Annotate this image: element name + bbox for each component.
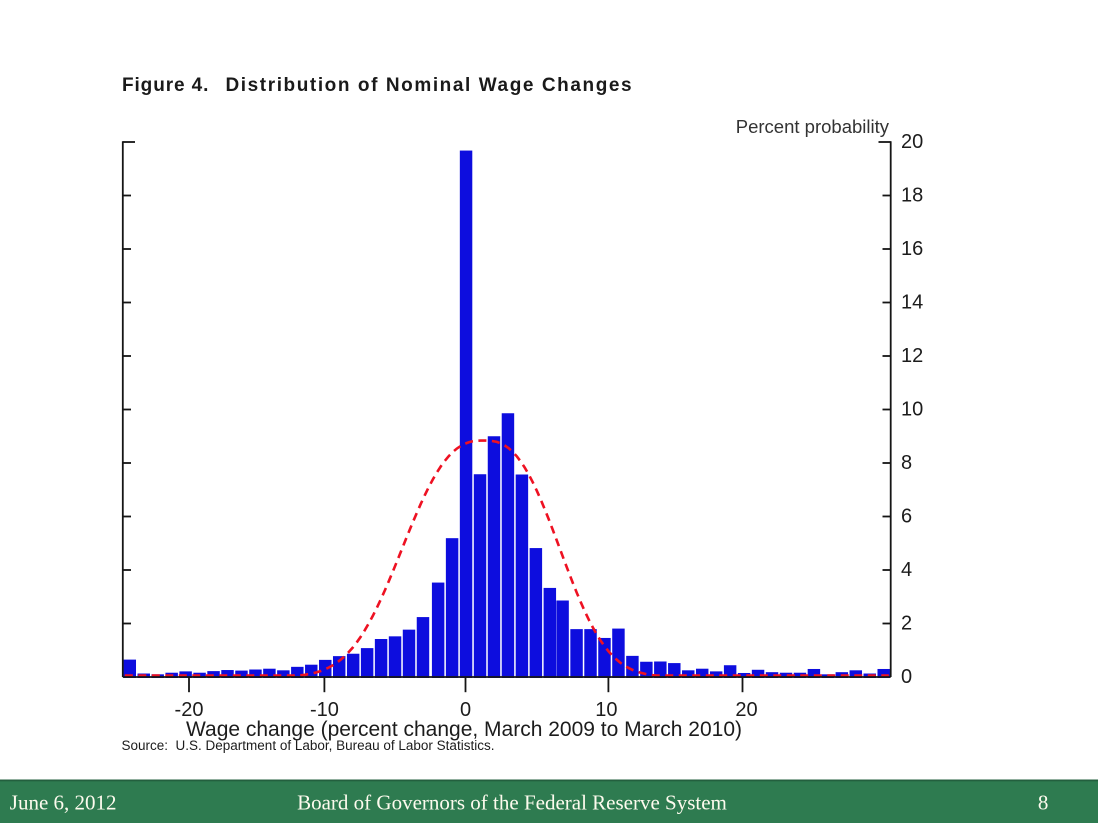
svg-text:18: 18	[901, 185, 923, 207]
svg-text:12: 12	[901, 345, 923, 367]
svg-text:Percent probability: Percent probability	[736, 116, 890, 137]
svg-text:10: 10	[901, 399, 923, 421]
svg-text:2: 2	[901, 613, 912, 635]
svg-text:4: 4	[901, 559, 912, 581]
svg-text:Distribution of Nominal Wage C: Distribution of Nominal Wage Changes	[226, 75, 634, 96]
svg-text:20: 20	[901, 131, 923, 153]
svg-text:Wage change (percent change, M: Wage change (percent change, March 2009 …	[186, 718, 742, 741]
svg-text:8: 8	[901, 452, 912, 474]
svg-text:-20: -20	[175, 699, 204, 721]
svg-text:10: 10	[595, 699, 617, 721]
svg-text:Source: U.S. Department of La: Source: U.S. Department of Labor, Bureau…	[122, 738, 495, 753]
svg-text:0: 0	[901, 666, 912, 688]
svg-text:-10: -10	[310, 699, 339, 721]
svg-text:Figure 4.: Figure 4.	[122, 75, 209, 96]
svg-text:6: 6	[901, 506, 912, 528]
svg-text:14: 14	[901, 292, 923, 314]
svg-text:June 6, 2012: June 6, 2012	[10, 791, 117, 815]
svg-text:20: 20	[735, 699, 757, 721]
svg-text:Board of Governors of the Fede: Board of Governors of the Federal Reserv…	[297, 791, 727, 815]
svg-text:8: 8	[1038, 791, 1049, 815]
svg-text:16: 16	[901, 238, 923, 260]
svg-text:0: 0	[460, 699, 471, 721]
